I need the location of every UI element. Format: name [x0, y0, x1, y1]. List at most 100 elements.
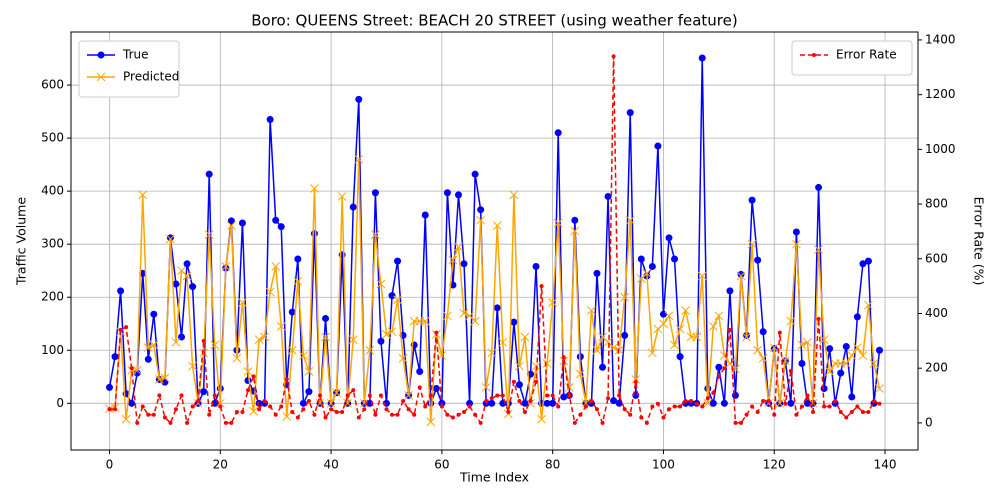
point-stroke: [692, 332, 702, 342]
point: [321, 332, 330, 342]
point: [288, 308, 296, 316]
point-stroke: [299, 351, 308, 360]
point: [188, 361, 197, 371]
point: [238, 219, 246, 227]
y-tick-label: 500: [41, 131, 64, 145]
point: [592, 345, 602, 355]
point: [199, 348, 209, 358]
point-stroke: [498, 337, 508, 347]
point-stroke: [775, 398, 785, 408]
point: [554, 129, 562, 137]
point: [348, 335, 358, 345]
point: [509, 190, 519, 200]
y2-axis-label: Error Rate (%): [972, 197, 987, 286]
point: [118, 327, 123, 332]
point: [576, 369, 585, 379]
point: [173, 407, 178, 412]
point: [626, 109, 634, 117]
point: [736, 271, 746, 281]
point: [783, 401, 788, 406]
point-stroke: [393, 295, 402, 305]
point: [548, 298, 558, 307]
point: [132, 366, 142, 375]
point: [550, 393, 555, 398]
point: [877, 401, 882, 406]
point-stroke: [465, 311, 474, 321]
point: [160, 373, 170, 383]
y2-tick-label: 400: [925, 306, 948, 320]
x-tick-label: 40: [323, 458, 338, 472]
point: [365, 345, 375, 355]
point: [733, 420, 738, 425]
point-stroke: [265, 287, 275, 297]
legend-label: Error Rate: [836, 48, 897, 62]
point: [858, 351, 868, 360]
point-stroke: [537, 414, 546, 424]
point: [337, 192, 347, 201]
point-stroke: [487, 348, 497, 358]
point: [786, 316, 796, 326]
point: [750, 404, 755, 409]
point: [251, 374, 256, 379]
point-stroke: [193, 398, 203, 408]
point-stroke: [376, 279, 386, 289]
point: [532, 262, 540, 270]
point: [694, 401, 699, 406]
point: [875, 384, 884, 393]
point: [517, 399, 522, 404]
point: [610, 397, 618, 405]
point-stroke: [564, 383, 574, 392]
point: [182, 271, 192, 281]
point: [359, 398, 369, 408]
point: [676, 353, 684, 361]
point-stroke: [841, 359, 851, 368]
point-stroke: [725, 359, 735, 368]
point: [703, 398, 713, 408]
point: [151, 412, 156, 417]
point: [705, 396, 710, 401]
point: [476, 215, 486, 225]
point: [378, 393, 383, 398]
point: [709, 399, 717, 407]
point: [306, 399, 311, 404]
point-stroke: [697, 271, 707, 281]
x-tick-label: 100: [652, 458, 675, 472]
point-stroke: [847, 351, 857, 360]
point: [117, 287, 125, 295]
point: [193, 398, 203, 408]
point-stroke: [132, 366, 142, 375]
point-stroke: [371, 230, 380, 239]
point-stroke: [182, 271, 192, 281]
point-stroke: [332, 388, 341, 398]
y2-tick-label: 0: [925, 415, 933, 429]
point: [708, 322, 718, 331]
point: [827, 404, 832, 409]
point-stroke: [852, 343, 862, 352]
point-stroke: [387, 327, 397, 337]
point: [254, 335, 264, 345]
point: [498, 337, 508, 347]
x-tick-label: 0: [106, 458, 114, 472]
point-stroke: [825, 367, 834, 376]
point-stroke: [143, 343, 153, 352]
point: [522, 409, 527, 414]
point: [257, 407, 262, 412]
point: [753, 345, 762, 355]
point: [171, 337, 181, 347]
point: [739, 420, 744, 425]
point-stroke: [232, 353, 242, 363]
point: [816, 316, 821, 321]
point: [855, 404, 860, 409]
point: [450, 415, 455, 420]
point: [432, 384, 440, 392]
y2-tick-label: 600: [925, 251, 948, 265]
point-stroke: [570, 226, 580, 236]
point-stroke: [166, 234, 175, 244]
point: [487, 348, 497, 358]
point: [787, 399, 795, 407]
point: [672, 404, 677, 409]
point: [594, 407, 599, 412]
point-stroke: [282, 412, 292, 421]
point: [481, 383, 491, 392]
